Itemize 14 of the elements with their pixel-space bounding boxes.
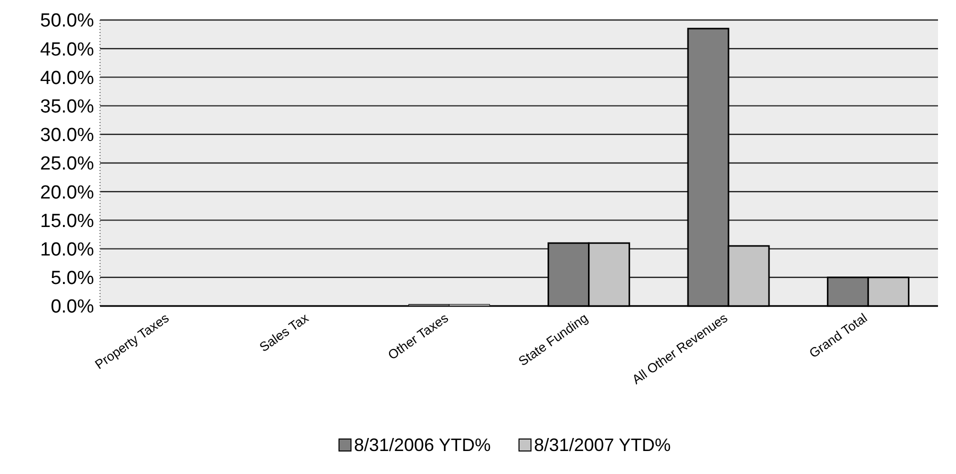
y-tick-label: 25.0% [40, 154, 94, 175]
y-tick-label: 50.0% [40, 10, 94, 32]
y-tick-label: 5.0% [50, 268, 94, 290]
y-tick-label: 10.0% [40, 239, 94, 260]
x-tick-label: Sales Tax [256, 310, 312, 355]
legend-label: 8/31/2007 YTD% [534, 435, 671, 455]
y-tick-label: 35.0% [40, 96, 94, 118]
legend-label: 8/31/2006 YTD% [354, 435, 491, 455]
y-tick-label: 40.0% [40, 68, 94, 89]
y-tick-label: 45.0% [40, 39, 94, 60]
y-tick-label: 0.0% [50, 296, 94, 318]
y-tick-label: 20.0% [40, 182, 94, 204]
y-tick-label: 15.0% [40, 210, 94, 232]
y-tick-label: 30.0% [40, 125, 94, 146]
